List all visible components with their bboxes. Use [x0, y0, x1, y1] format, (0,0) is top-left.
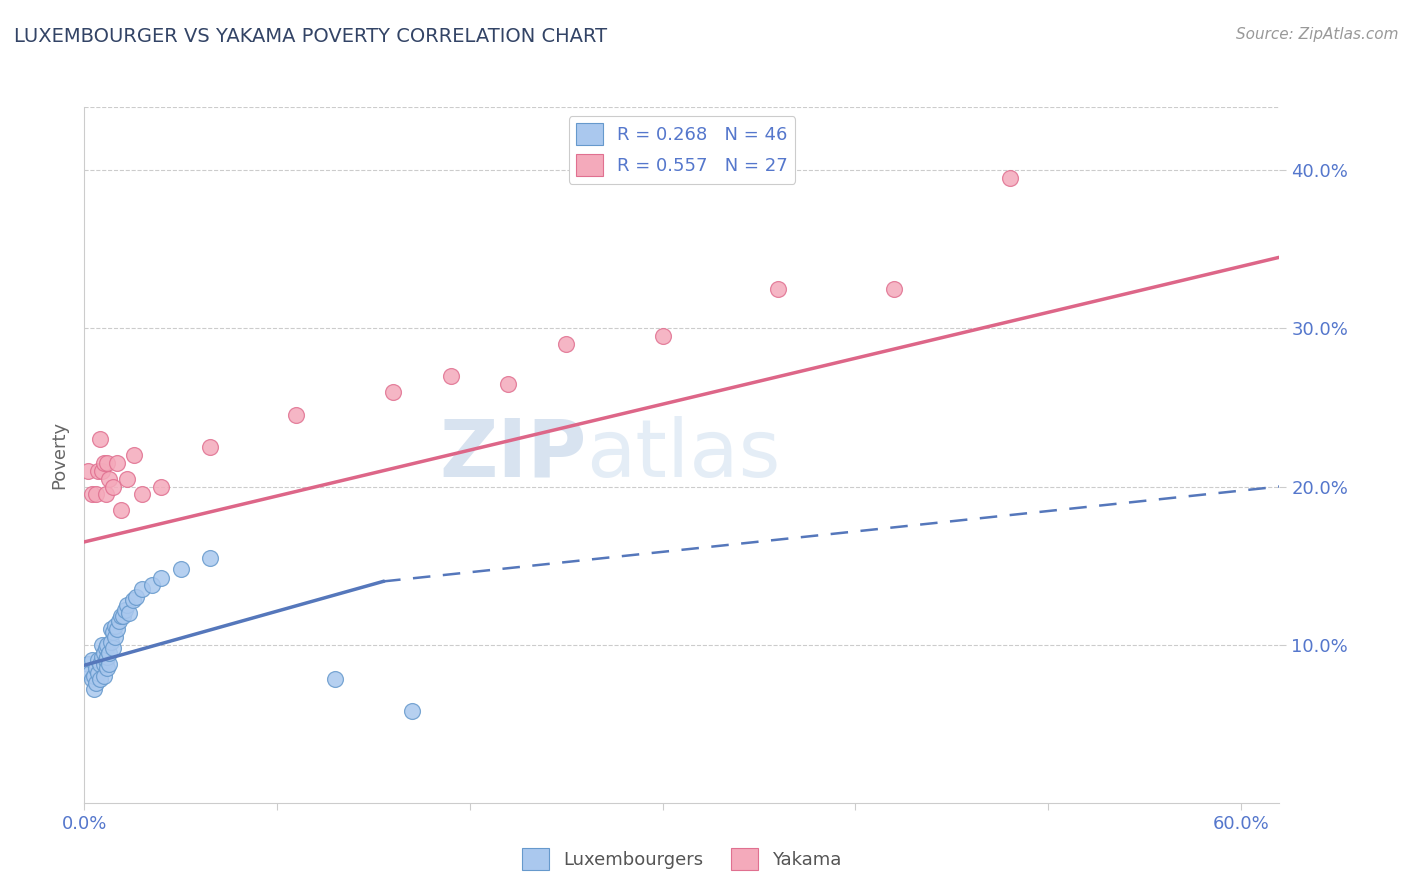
Point — [87, 653, 110, 667]
Legend: Luxembourgers, Yakama: Luxembourgers, Yakama — [515, 841, 849, 877]
Point — [84, 487, 107, 501]
Point — [96, 456, 118, 470]
Point — [381, 384, 404, 399]
Point — [103, 479, 125, 493]
Point — [401, 704, 423, 718]
Y-axis label: Poverty: Poverty — [51, 421, 69, 489]
Point — [77, 464, 100, 478]
Point — [93, 456, 115, 470]
Point — [125, 591, 148, 605]
Point — [198, 550, 221, 565]
Point — [87, 666, 110, 681]
Point — [111, 609, 134, 624]
Point — [150, 571, 173, 585]
Point — [84, 675, 107, 690]
Point — [89, 432, 111, 446]
Point — [83, 669, 105, 683]
Point — [498, 376, 520, 391]
Point — [98, 657, 121, 671]
Point — [105, 622, 128, 636]
Point — [98, 472, 121, 486]
Point — [104, 630, 127, 644]
Point — [80, 487, 103, 501]
Point — [96, 661, 118, 675]
Point — [439, 368, 461, 383]
Point — [94, 487, 117, 501]
Point — [768, 282, 790, 296]
Point — [198, 440, 221, 454]
Point — [83, 681, 105, 696]
Point — [89, 657, 111, 671]
Point — [77, 657, 100, 671]
Point — [114, 603, 136, 617]
Text: ZIP: ZIP — [439, 416, 586, 494]
Point — [105, 456, 128, 470]
Point — [141, 577, 163, 591]
Point — [124, 448, 146, 462]
Point — [883, 282, 905, 296]
Point — [93, 657, 115, 671]
Point — [131, 582, 153, 597]
Point — [79, 666, 101, 681]
Point — [121, 593, 143, 607]
Point — [110, 503, 132, 517]
Point — [150, 479, 173, 493]
Point — [115, 472, 138, 486]
Point — [100, 622, 122, 636]
Point — [110, 609, 132, 624]
Point — [94, 640, 117, 655]
Point — [100, 634, 122, 648]
Point — [103, 640, 125, 655]
Text: LUXEMBOURGER VS YAKAMA POVERTY CORRELATION CHART: LUXEMBOURGER VS YAKAMA POVERTY CORRELATI… — [14, 27, 607, 45]
Point — [131, 487, 153, 501]
Point — [323, 673, 346, 687]
Point — [90, 638, 112, 652]
Point — [90, 464, 112, 478]
Point — [170, 562, 193, 576]
Point — [93, 669, 115, 683]
Point — [104, 618, 127, 632]
Point — [87, 464, 110, 478]
Point — [96, 638, 118, 652]
Point — [651, 329, 673, 343]
Point — [285, 409, 308, 423]
Point — [118, 606, 141, 620]
Point — [103, 625, 125, 640]
Text: Source: ZipAtlas.com: Source: ZipAtlas.com — [1236, 27, 1399, 42]
Point — [96, 650, 118, 665]
Point — [90, 650, 112, 665]
Point — [93, 646, 115, 660]
Point — [998, 171, 1021, 186]
Point — [98, 646, 121, 660]
Point — [115, 598, 138, 612]
Point — [89, 673, 111, 687]
Point — [80, 653, 103, 667]
Point — [94, 653, 117, 667]
Point — [108, 614, 131, 628]
Text: atlas: atlas — [586, 416, 780, 494]
Point — [80, 673, 103, 687]
Point — [555, 337, 578, 351]
Point — [84, 661, 107, 675]
